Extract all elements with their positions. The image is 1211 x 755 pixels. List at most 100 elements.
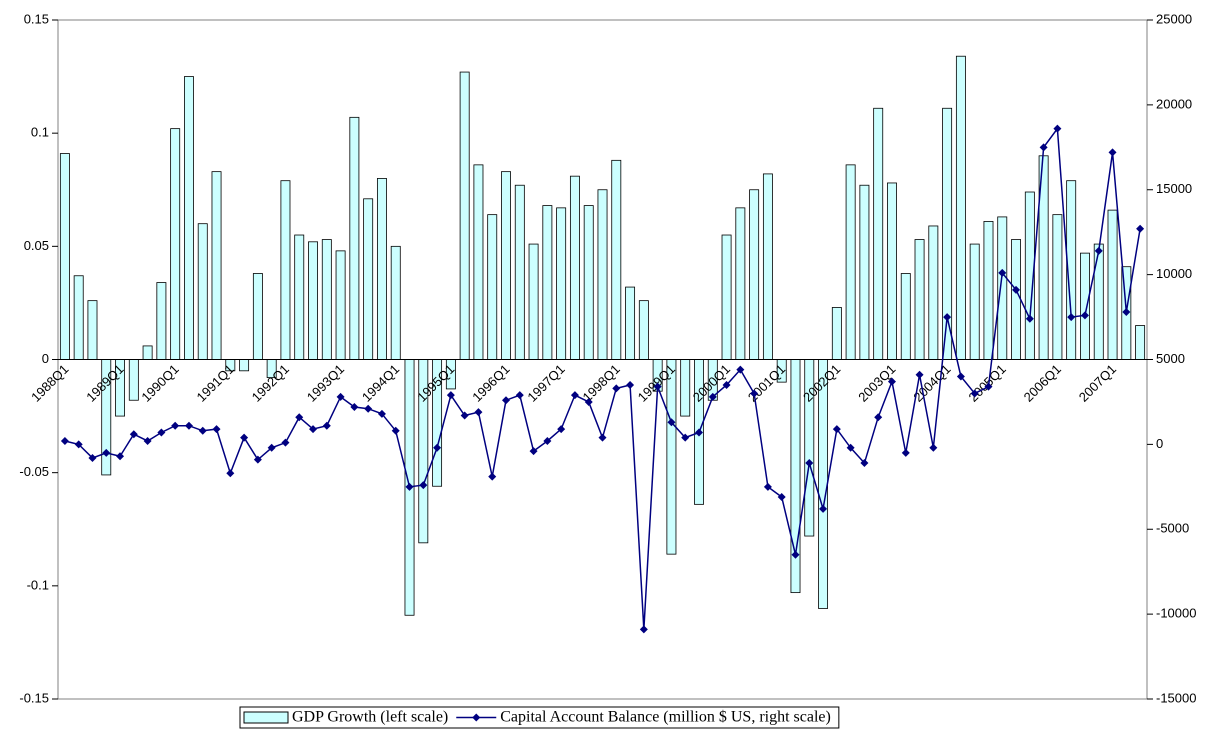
bar (184, 76, 194, 360)
legend-label: GDP Growth (left scale) (292, 709, 448, 726)
bar (473, 164, 484, 360)
bar (955, 55, 966, 360)
marker (901, 448, 910, 457)
legend-box (239, 706, 840, 729)
marker (598, 433, 607, 442)
bar (501, 171, 511, 360)
marker (129, 430, 138, 439)
marker (819, 504, 828, 513)
y2-tick-label: 0 (1156, 436, 1163, 451)
x-tick-label: 2005Q1 (965, 361, 1008, 404)
marker (295, 413, 304, 422)
bar (1107, 209, 1118, 360)
bar (487, 214, 498, 360)
x-tick-label: 2001Q1 (745, 361, 788, 404)
bar (997, 216, 1008, 360)
marker (543, 436, 552, 445)
marker (488, 472, 497, 481)
x-tick-label: 1997Q1 (524, 361, 567, 404)
y2-tick-label: 10000 (1156, 266, 1192, 281)
marker (336, 392, 345, 401)
marker (860, 459, 869, 468)
marker (846, 443, 855, 452)
marker (102, 448, 111, 457)
marker (708, 392, 717, 401)
marker (612, 384, 621, 393)
x-tick-label: 2007Q1 (1076, 361, 1119, 404)
bar (1011, 239, 1021, 360)
marker (626, 380, 635, 389)
marker (998, 268, 1007, 277)
bar (597, 189, 608, 360)
bar (1080, 252, 1090, 360)
marker (736, 365, 745, 374)
bar (542, 205, 553, 360)
marker (446, 391, 455, 400)
y-tick-label: -0.05 (19, 464, 49, 479)
bar (611, 159, 622, 360)
marker (88, 453, 97, 462)
bar (459, 71, 470, 360)
marker (143, 436, 152, 445)
bar (983, 221, 994, 360)
marker (805, 459, 814, 468)
marker (405, 482, 414, 491)
y2-tick-label: -15000 (1156, 690, 1196, 705)
bar (1052, 214, 1063, 360)
y2-tick-label: 15000 (1156, 181, 1192, 196)
bar (735, 207, 746, 360)
bar (666, 359, 677, 555)
marker (226, 469, 235, 478)
marker (309, 425, 318, 434)
marker (515, 391, 524, 400)
bar (831, 307, 842, 360)
marker (681, 433, 690, 442)
x-tick-label: 1990Q1 (138, 361, 181, 404)
y-tick-label: 0.1 (31, 125, 49, 140)
x-tick-label: 1994Q1 (359, 361, 402, 404)
marker (460, 411, 469, 420)
x-tick-label: 2006Q1 (1021, 361, 1064, 404)
bar (142, 345, 153, 360)
marker (350, 403, 359, 412)
marker (157, 428, 166, 437)
marker (377, 409, 386, 418)
marker (253, 455, 262, 464)
marker (722, 380, 731, 389)
bar (59, 153, 70, 360)
bar (845, 164, 856, 360)
legend-swatch (243, 711, 289, 724)
bar (1093, 243, 1104, 360)
bar (87, 300, 98, 360)
marker (887, 377, 896, 386)
bar (569, 175, 580, 360)
marker (667, 418, 676, 427)
y-tick-label: -0.1 (27, 577, 49, 592)
bar (749, 189, 760, 360)
marker (474, 408, 483, 417)
bar (583, 205, 594, 360)
marker (529, 447, 538, 456)
bar (294, 234, 305, 360)
bar (928, 225, 939, 360)
legend: GDP Growth (left scale) Capital Account B… (239, 706, 840, 729)
bar (514, 184, 525, 360)
marker (1108, 148, 1117, 157)
marker (198, 426, 207, 435)
bar (335, 250, 346, 360)
x-tick-label: 2004Q1 (910, 361, 953, 404)
marker (1122, 307, 1131, 316)
marker (1136, 224, 1145, 233)
marker (874, 413, 883, 422)
marker (391, 426, 400, 435)
marker (1094, 246, 1103, 255)
marker (956, 372, 965, 381)
marker (750, 389, 759, 398)
marker (1080, 311, 1089, 320)
marker (639, 625, 648, 634)
marker (557, 425, 566, 434)
y2-tick-label: 5000 (1156, 351, 1185, 366)
